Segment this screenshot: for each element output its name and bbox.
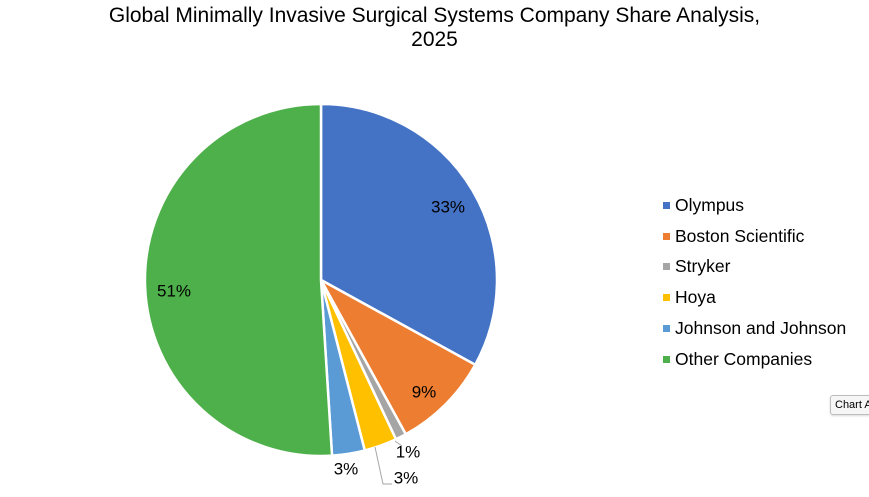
legend-swatch (663, 325, 670, 333)
legend-label: Other Companies (675, 348, 813, 369)
leader-line-hoya (374, 446, 392, 485)
data-label-boston-scientific: 9% (412, 382, 437, 401)
pie-slice-other-companies[interactable] (143, 102, 334, 458)
chart-legend: Olympus Boston Scientific Stryker Hoya Johns… (663, 190, 846, 375)
pie-slice-boston-scientific[interactable] (317, 276, 477, 436)
legend-label: Boston Scientific (675, 225, 805, 246)
pie-slice-olympus[interactable] (319, 102, 499, 367)
legend-label: Stryker (675, 256, 731, 277)
chart-title-line-2: 2025 (411, 28, 458, 51)
legend-swatch (663, 201, 670, 209)
legend-item-hoya[interactable]: Hoya (663, 282, 846, 313)
legend-item-stryker[interactable]: Stryker (663, 252, 846, 283)
legend-label: Johnson and Johnson (675, 318, 847, 339)
legend-item-johnson-and-johnson[interactable]: Johnson and Johnson (663, 313, 846, 344)
legend-label: Hoya (675, 287, 716, 308)
data-label-olympus: 33% (431, 197, 465, 216)
legend-swatch (663, 294, 670, 302)
chart-tooltip: Chart A (830, 395, 869, 415)
data-label-other-companies: 51% (157, 281, 191, 300)
leader-line-stryker (394, 440, 403, 447)
data-label-johnson-and-johnson: 3% (334, 459, 359, 478)
legend-swatch (663, 263, 670, 271)
legend-swatch (663, 232, 670, 240)
legend-item-boston-scientific[interactable]: Boston Scientific (663, 221, 846, 252)
legend-item-other-companies[interactable]: Other Companies (663, 344, 846, 375)
data-label-hoya: 3% (394, 468, 419, 487)
legend-item-olympus[interactable]: Olympus (663, 190, 846, 221)
chart-title-line-1: Global Minimally Invasive Surgical Syste… (108, 4, 761, 27)
chart-title: Global Minimally Invasive Surgical Syste… (0, 4, 869, 52)
data-label-stryker: 1% (396, 442, 421, 461)
legend-swatch (663, 355, 670, 363)
legend-label: Olympus (675, 194, 745, 215)
